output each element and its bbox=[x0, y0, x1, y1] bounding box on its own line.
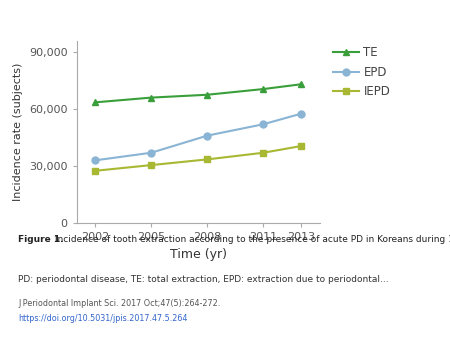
TE bbox=[205, 93, 210, 97]
TE bbox=[93, 100, 98, 104]
IEPD bbox=[93, 169, 98, 173]
EPD bbox=[298, 112, 303, 116]
EPD bbox=[148, 151, 154, 155]
Text: PD: periodontal disease, TE: total extraction, EPD: extraction due to periodonta: PD: periodontal disease, TE: total extra… bbox=[18, 275, 389, 285]
IEPD bbox=[148, 163, 154, 167]
Y-axis label: Incidence rate (subjects): Incidence rate (subjects) bbox=[14, 63, 23, 201]
EPD bbox=[205, 134, 210, 138]
Text: Incidence of tooth extraction according to the presence of acute PD in Koreans d: Incidence of tooth extraction according … bbox=[52, 235, 450, 244]
Line: IEPD: IEPD bbox=[92, 143, 304, 174]
EPD bbox=[261, 122, 266, 126]
X-axis label: Time (yr): Time (yr) bbox=[170, 248, 226, 261]
Text: Figure 1.: Figure 1. bbox=[18, 235, 63, 244]
TE bbox=[298, 82, 303, 86]
Legend: TE, EPD, IEPD: TE, EPD, IEPD bbox=[333, 46, 390, 98]
EPD bbox=[93, 158, 98, 162]
Text: J Periodontal Implant Sci. 2017 Oct;47(5):264-272.: J Periodontal Implant Sci. 2017 Oct;47(5… bbox=[18, 299, 220, 308]
TE bbox=[261, 87, 266, 91]
Line: EPD: EPD bbox=[92, 110, 304, 164]
IEPD bbox=[298, 144, 303, 148]
IEPD bbox=[261, 151, 266, 155]
IEPD bbox=[205, 158, 210, 162]
TE bbox=[148, 96, 154, 100]
Line: TE: TE bbox=[92, 81, 304, 106]
Text: https://doi.org/10.5031/jpis.2017.47.5.264: https://doi.org/10.5031/jpis.2017.47.5.2… bbox=[18, 314, 187, 323]
